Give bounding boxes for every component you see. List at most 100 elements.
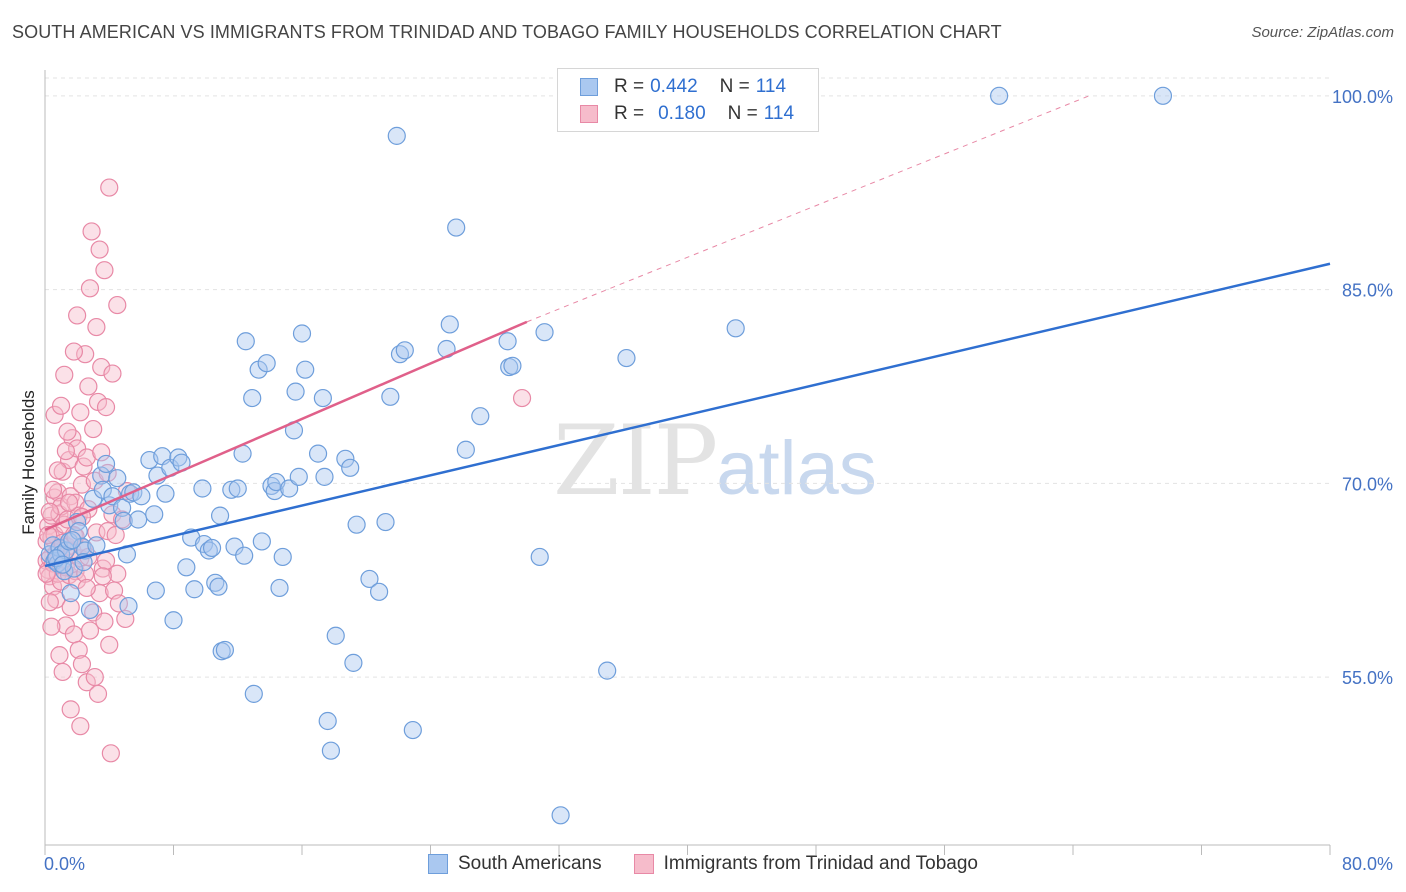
south-american-point <box>280 479 299 498</box>
trinidad-point <box>51 396 71 415</box>
south-american-point <box>535 323 554 342</box>
trinidad-point <box>40 593 59 612</box>
trinidad-point <box>77 448 96 467</box>
south-american-point <box>222 480 241 499</box>
south-american-point <box>185 580 204 599</box>
watermark-atlas: atlas <box>716 426 877 511</box>
trinidad-trend-extension <box>526 95 1090 323</box>
trinidad-point <box>61 700 80 719</box>
trinidad-point <box>79 377 98 396</box>
legend-r-label: R = <box>614 103 645 124</box>
south-american-point <box>530 547 549 567</box>
trinidad-point <box>58 422 77 441</box>
trinidad-point <box>92 357 111 377</box>
south-american-point <box>257 354 276 373</box>
legend-r-label: R = <box>614 76 645 97</box>
south-american-point <box>243 388 262 408</box>
trinidad-point <box>39 525 58 545</box>
south-american-point <box>114 511 133 530</box>
south-american-point <box>447 218 466 237</box>
trinidad-point <box>40 502 59 521</box>
trinidad-point <box>68 306 87 325</box>
south-american-point <box>387 126 406 145</box>
correlation-legend: R = 0.442 N = 114 R = 0.180 N = 114 <box>557 68 819 132</box>
south-american-point <box>199 541 218 560</box>
south-american-point <box>119 596 138 616</box>
south-american-point <box>63 531 82 550</box>
trinidad-point <box>93 567 112 586</box>
trinidad-point <box>71 717 90 736</box>
south-american-point <box>80 600 100 620</box>
south-american-point <box>344 653 363 672</box>
south-american-point <box>456 440 475 459</box>
trinidad-point <box>95 612 114 631</box>
south-american-point <box>289 467 308 486</box>
south-american-trend-line <box>44 262 1331 568</box>
south-american-point <box>395 341 414 360</box>
trinidad-point <box>50 646 69 665</box>
south-american-point <box>598 661 617 680</box>
south-american-point <box>1153 86 1173 105</box>
source-label: Source: ZipAtlas.com <box>1251 24 1394 41</box>
legend-swatch-pink <box>580 105 598 123</box>
south-american-point <box>235 546 254 565</box>
legend-n-value: 114 <box>755 76 787 97</box>
trinidad-point <box>43 480 63 499</box>
y-axis-label: Family Households <box>19 390 38 535</box>
trinidad-point <box>101 744 120 763</box>
trinidad-point <box>71 403 90 422</box>
trinidad-point <box>512 388 532 408</box>
legend-item-trinidad: Immigrants from Trinidad and Tobago <box>633 853 978 875</box>
trinidad-point <box>68 439 87 458</box>
watermark-zip: ZIP <box>553 405 718 517</box>
legend-row-south-americans: R = 0.442 N = 114 <box>580 74 786 100</box>
south-american-point <box>156 484 175 503</box>
trinidad-point <box>76 345 95 364</box>
trinidad-point <box>45 405 64 424</box>
trinidad-point <box>64 342 84 361</box>
trinidad-point <box>95 261 114 280</box>
trinidad-point <box>55 365 74 384</box>
legend-r-value: 0.442 <box>650 76 698 97</box>
south-american-point <box>252 532 271 551</box>
south-american-point <box>273 547 292 567</box>
south-american-point <box>193 479 212 498</box>
legend-n-label: N = <box>719 76 750 97</box>
south-american-point <box>265 481 284 501</box>
trinidad-point <box>80 621 100 640</box>
trinidad-point <box>90 240 109 259</box>
south-american-point <box>498 332 517 351</box>
south-american-point <box>336 449 355 468</box>
south-american-point <box>313 388 332 408</box>
trinidad-point <box>48 461 67 480</box>
y-tick-label: 55.0% <box>1342 668 1393 688</box>
south-american-point <box>292 324 312 343</box>
south-american-point <box>96 454 116 474</box>
south-american-point <box>209 577 228 596</box>
trinidad-point <box>72 655 92 674</box>
south-american-point <box>270 578 289 598</box>
south-american-point <box>360 569 379 589</box>
south-american-point <box>726 319 745 338</box>
south-american-point <box>228 479 247 498</box>
legend-row-trinidad: R = 0.180 N = 114 <box>580 101 794 127</box>
y-tick-label: 85.0% <box>1342 281 1393 301</box>
south-american-point <box>551 806 570 825</box>
trinidad-point <box>88 684 108 703</box>
x-tick-label: 0.0% <box>44 854 85 874</box>
trinidad-point <box>100 635 119 654</box>
trinidad-trend-line <box>44 320 528 531</box>
south-american-point <box>403 720 422 740</box>
south-american-point <box>210 506 230 525</box>
south-american-point <box>321 741 341 760</box>
south-american-point <box>617 348 636 368</box>
south-american-point <box>236 332 255 351</box>
south-american-point <box>61 584 80 603</box>
south-american-point <box>308 444 328 463</box>
south-american-point <box>169 448 188 467</box>
south-american-point <box>286 382 305 401</box>
y-tick-label: 100.0% <box>1332 87 1393 107</box>
trinidad-point <box>82 222 101 241</box>
trinidad-point <box>84 419 103 439</box>
